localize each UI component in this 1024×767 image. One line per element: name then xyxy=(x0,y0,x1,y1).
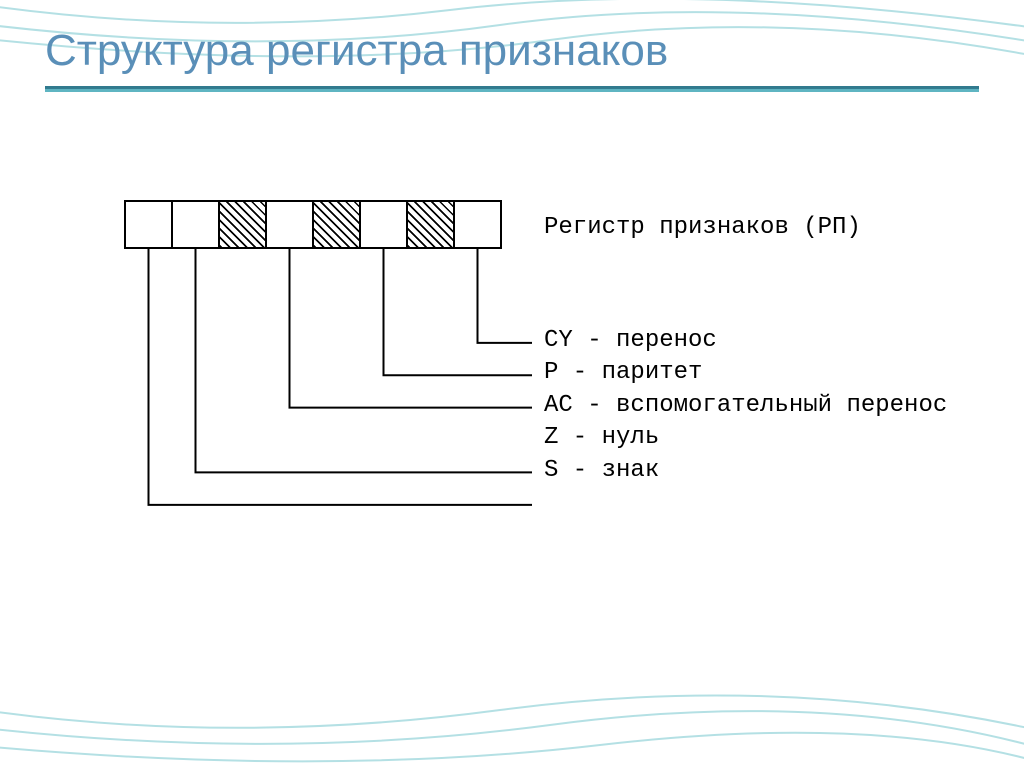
connector-lines xyxy=(124,249,544,519)
connector-ac xyxy=(290,249,533,408)
register-cell-1 xyxy=(171,200,220,249)
flag-label-ac: AC - вспомогательный перенос xyxy=(544,390,947,422)
register-cell-2 xyxy=(218,200,267,249)
flag-label-s: S - знак xyxy=(544,455,947,487)
flag-label-p: P - паритет xyxy=(544,357,947,389)
connector-p xyxy=(384,249,533,375)
connector-z xyxy=(196,249,533,472)
register-cell-6 xyxy=(406,200,455,249)
connector-cy xyxy=(478,249,533,343)
slide-title: Структура регистра признаков xyxy=(45,26,668,76)
flag-label-cy: CY - перенос xyxy=(544,325,947,357)
connector-s xyxy=(149,249,533,505)
register-cells xyxy=(124,200,500,249)
flag-labels: CY - переносP - паритетAC - вспомогатель… xyxy=(544,325,947,487)
title-underline xyxy=(45,86,979,92)
register-cell-3 xyxy=(265,200,314,249)
register-label: Регистр признаков (РП) xyxy=(544,214,861,241)
register-cell-0 xyxy=(124,200,173,249)
flag-label-z: Z - нуль xyxy=(544,422,947,454)
register-diagram: Регистр признаков (РП) CY - переносP - п… xyxy=(124,200,500,249)
register-cell-5 xyxy=(359,200,408,249)
register-cell-4 xyxy=(312,200,361,249)
register-cell-7 xyxy=(453,200,502,249)
